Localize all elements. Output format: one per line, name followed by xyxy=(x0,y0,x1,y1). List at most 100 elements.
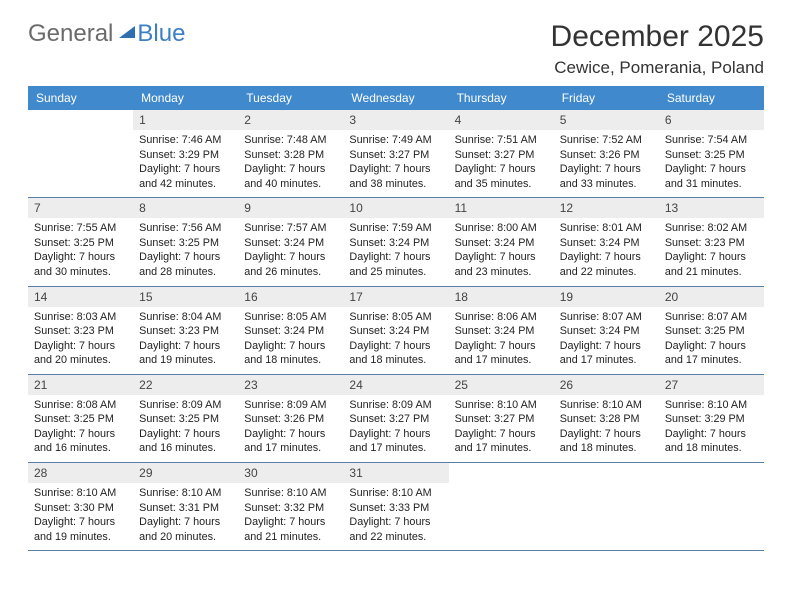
calendar-day-cell: 23Sunrise: 8:09 AMSunset: 3:26 PMDayligh… xyxy=(238,374,343,462)
sunrise-text: Sunrise: 8:05 AM xyxy=(244,310,337,325)
calendar-day-cell: 25Sunrise: 8:10 AMSunset: 3:27 PMDayligh… xyxy=(449,374,554,462)
day-body: Sunrise: 8:07 AMSunset: 3:24 PMDaylight:… xyxy=(554,307,659,374)
daylight-text: Daylight: 7 hours xyxy=(665,339,758,354)
calendar-day-cell: 22Sunrise: 8:09 AMSunset: 3:25 PMDayligh… xyxy=(133,374,238,462)
day-number: 18 xyxy=(449,287,554,307)
day-body: Sunrise: 8:10 AMSunset: 3:28 PMDaylight:… xyxy=(554,395,659,462)
daylight-text: and 35 minutes. xyxy=(455,177,548,192)
logo-text-general: General xyxy=(28,20,113,48)
daylight-text: and 19 minutes. xyxy=(34,530,127,545)
day-body: Sunrise: 7:51 AMSunset: 3:27 PMDaylight:… xyxy=(449,130,554,197)
day-body: Sunrise: 7:52 AMSunset: 3:26 PMDaylight:… xyxy=(554,130,659,197)
daylight-text: and 28 minutes. xyxy=(139,265,232,280)
daylight-text: and 21 minutes. xyxy=(244,530,337,545)
daylight-text: Daylight: 7 hours xyxy=(560,427,653,442)
daylight-text: and 42 minutes. xyxy=(139,177,232,192)
sunset-text: Sunset: 3:23 PM xyxy=(34,324,127,339)
day-body: Sunrise: 7:55 AMSunset: 3:25 PMDaylight:… xyxy=(28,218,133,285)
day-body: Sunrise: 8:10 AMSunset: 3:29 PMDaylight:… xyxy=(659,395,764,462)
daylight-text: Daylight: 7 hours xyxy=(244,250,337,265)
day-body: Sunrise: 8:06 AMSunset: 3:24 PMDaylight:… xyxy=(449,307,554,374)
location-text: Cewice, Pomerania, Poland xyxy=(551,58,764,78)
sunset-text: Sunset: 3:24 PM xyxy=(349,324,442,339)
daylight-text: and 31 minutes. xyxy=(665,177,758,192)
weekday-header-row: Sunday Monday Tuesday Wednesday Thursday… xyxy=(28,86,764,110)
day-body: Sunrise: 8:04 AMSunset: 3:23 PMDaylight:… xyxy=(133,307,238,374)
daylight-text: Daylight: 7 hours xyxy=(455,162,548,177)
sunset-text: Sunset: 3:27 PM xyxy=(349,412,442,427)
day-body: Sunrise: 7:49 AMSunset: 3:27 PMDaylight:… xyxy=(343,130,448,197)
calendar-day-cell: 16Sunrise: 8:05 AMSunset: 3:24 PMDayligh… xyxy=(238,286,343,374)
day-body: Sunrise: 8:01 AMSunset: 3:24 PMDaylight:… xyxy=(554,218,659,285)
daylight-text: and 17 minutes. xyxy=(665,353,758,368)
day-body: Sunrise: 8:09 AMSunset: 3:26 PMDaylight:… xyxy=(238,395,343,462)
calendar-day-cell: 13Sunrise: 8:02 AMSunset: 3:23 PMDayligh… xyxy=(659,198,764,286)
day-body: Sunrise: 8:03 AMSunset: 3:23 PMDaylight:… xyxy=(28,307,133,374)
title-block: December 2025 Cewice, Pomerania, Poland xyxy=(551,20,764,78)
calendar-day-cell: 15Sunrise: 8:04 AMSunset: 3:23 PMDayligh… xyxy=(133,286,238,374)
sunset-text: Sunset: 3:28 PM xyxy=(560,412,653,427)
calendar-day-cell: 3Sunrise: 7:49 AMSunset: 3:27 PMDaylight… xyxy=(343,110,448,198)
day-body: Sunrise: 8:02 AMSunset: 3:23 PMDaylight:… xyxy=(659,218,764,285)
sunset-text: Sunset: 3:28 PM xyxy=(244,148,337,163)
calendar-day-cell: 17Sunrise: 8:05 AMSunset: 3:24 PMDayligh… xyxy=(343,286,448,374)
weekday-header: Friday xyxy=(554,86,659,110)
day-body: Sunrise: 7:46 AMSunset: 3:29 PMDaylight:… xyxy=(133,130,238,197)
day-number: 1 xyxy=(133,110,238,130)
calendar-day-cell: 8Sunrise: 7:56 AMSunset: 3:25 PMDaylight… xyxy=(133,198,238,286)
calendar-day-cell: 27Sunrise: 8:10 AMSunset: 3:29 PMDayligh… xyxy=(659,374,764,462)
daylight-text: Daylight: 7 hours xyxy=(139,515,232,530)
daylight-text: and 19 minutes. xyxy=(139,353,232,368)
daylight-text: and 17 minutes. xyxy=(455,441,548,456)
sunrise-text: Sunrise: 8:03 AM xyxy=(34,310,127,325)
day-number: 21 xyxy=(28,375,133,395)
daylight-text: and 17 minutes. xyxy=(244,441,337,456)
daylight-text: and 30 minutes. xyxy=(34,265,127,280)
day-number: 8 xyxy=(133,198,238,218)
calendar-day-cell: 1Sunrise: 7:46 AMSunset: 3:29 PMDaylight… xyxy=(133,110,238,198)
day-body: Sunrise: 8:09 AMSunset: 3:25 PMDaylight:… xyxy=(133,395,238,462)
day-number: 26 xyxy=(554,375,659,395)
day-body: Sunrise: 8:10 AMSunset: 3:27 PMDaylight:… xyxy=(449,395,554,462)
sunrise-text: Sunrise: 8:10 AM xyxy=(139,486,232,501)
sunrise-text: Sunrise: 8:01 AM xyxy=(560,221,653,236)
sunset-text: Sunset: 3:30 PM xyxy=(34,501,127,516)
sunrise-text: Sunrise: 8:06 AM xyxy=(455,310,548,325)
sunset-text: Sunset: 3:25 PM xyxy=(34,236,127,251)
sunrise-text: Sunrise: 8:02 AM xyxy=(665,221,758,236)
daylight-text: Daylight: 7 hours xyxy=(349,427,442,442)
weekday-header: Saturday xyxy=(659,86,764,110)
daylight-text: and 18 minutes. xyxy=(349,353,442,368)
day-number: 17 xyxy=(343,287,448,307)
calendar-week-row: 21Sunrise: 8:08 AMSunset: 3:25 PMDayligh… xyxy=(28,374,764,462)
sunrise-text: Sunrise: 7:57 AM xyxy=(244,221,337,236)
day-number: 10 xyxy=(343,198,448,218)
calendar-day-cell: 5Sunrise: 7:52 AMSunset: 3:26 PMDaylight… xyxy=(554,110,659,198)
sunset-text: Sunset: 3:23 PM xyxy=(665,236,758,251)
sunset-text: Sunset: 3:24 PM xyxy=(244,236,337,251)
day-number: 14 xyxy=(28,287,133,307)
sunset-text: Sunset: 3:25 PM xyxy=(139,412,232,427)
calendar-day-cell: 11Sunrise: 8:00 AMSunset: 3:24 PMDayligh… xyxy=(449,198,554,286)
daylight-text: and 40 minutes. xyxy=(244,177,337,192)
day-body: Sunrise: 8:10 AMSunset: 3:32 PMDaylight:… xyxy=(238,483,343,550)
sunset-text: Sunset: 3:33 PM xyxy=(349,501,442,516)
sunset-text: Sunset: 3:31 PM xyxy=(139,501,232,516)
sunrise-text: Sunrise: 7:56 AM xyxy=(139,221,232,236)
sunset-text: Sunset: 3:29 PM xyxy=(139,148,232,163)
sunrise-text: Sunrise: 8:10 AM xyxy=(665,398,758,413)
sunrise-text: Sunrise: 7:51 AM xyxy=(455,133,548,148)
calendar-week-row: 14Sunrise: 8:03 AMSunset: 3:23 PMDayligh… xyxy=(28,286,764,374)
daylight-text: Daylight: 7 hours xyxy=(139,339,232,354)
day-number: 29 xyxy=(133,463,238,483)
day-number: 30 xyxy=(238,463,343,483)
daylight-text: Daylight: 7 hours xyxy=(349,339,442,354)
sunset-text: Sunset: 3:26 PM xyxy=(560,148,653,163)
day-number: 11 xyxy=(449,198,554,218)
calendar-day-cell: 21Sunrise: 8:08 AMSunset: 3:25 PMDayligh… xyxy=(28,374,133,462)
sunrise-text: Sunrise: 7:55 AM xyxy=(34,221,127,236)
triangle-icon xyxy=(117,22,137,47)
daylight-text: Daylight: 7 hours xyxy=(34,515,127,530)
sunrise-text: Sunrise: 7:48 AM xyxy=(244,133,337,148)
logo: General Blue xyxy=(28,20,185,48)
